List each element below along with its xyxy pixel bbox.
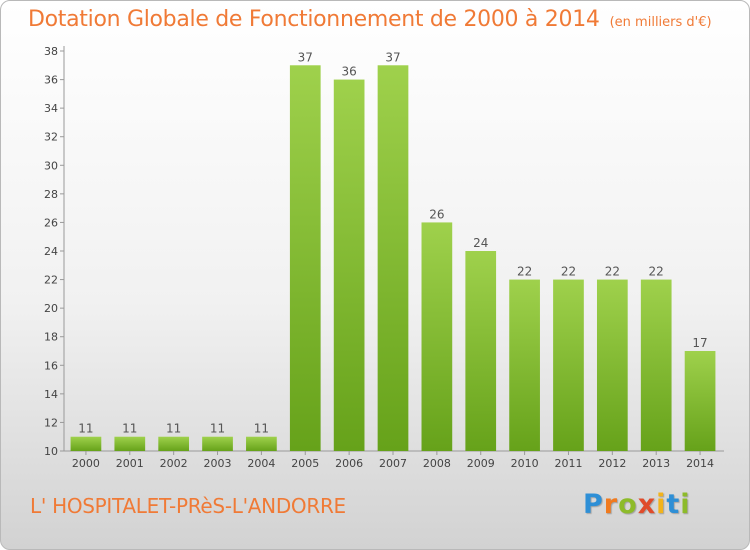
y-tick-label: 10 (44, 445, 58, 458)
x-tick-label: 2011 (554, 457, 582, 470)
y-axis: 10 12 14 16 18 20 22 24 26 28 30 32 34 36 38 (44, 45, 65, 458)
logo-letter: i (656, 489, 667, 520)
data-label: 24 (473, 236, 488, 250)
x-tick-label: 2004 (247, 457, 275, 470)
bar (509, 279, 540, 451)
y-tick-label: 30 (44, 159, 58, 172)
bar (70, 436, 102, 451)
y-tick-label: 12 (44, 416, 58, 429)
bar (465, 251, 497, 451)
y-tick-label: 22 (44, 274, 58, 287)
bar (289, 65, 321, 452)
y-tick-label: 20 (44, 302, 58, 315)
x-tick-label: 2006 (335, 457, 363, 470)
bars (70, 65, 716, 452)
logo-letter: P (583, 489, 604, 520)
y-tick-label: 34 (44, 102, 58, 115)
bar (684, 351, 716, 451)
logo-letter: r (603, 489, 619, 520)
data-label: 17 (692, 336, 707, 350)
chart-title-text: Dotation Globale de Fonctionnement de 20… (28, 7, 600, 32)
x-tick-label: 2003 (204, 457, 232, 470)
y-tick-label: 36 (44, 74, 58, 87)
x-tick-label: 2008 (423, 457, 451, 470)
y-tick-label: 38 (44, 45, 58, 58)
x-tick-label: 2009 (467, 457, 495, 470)
x-tick-label: 2007 (379, 457, 407, 470)
y-tick-label: 14 (44, 388, 58, 401)
x-tick-label: 2010 (511, 457, 539, 470)
y-tick-label: 28 (44, 188, 58, 201)
data-label: 37 (385, 50, 400, 64)
data-label: 11 (78, 422, 93, 436)
y-tick-label: 18 (44, 331, 58, 344)
x-tick-label: 2001 (116, 457, 144, 470)
data-label: 11 (166, 422, 181, 436)
commune-name: L' HOSPITALET-PRèS-L'ANDORRE (30, 494, 346, 518)
y-tick-label: 16 (44, 359, 58, 372)
x-tick-label: 2000 (72, 457, 100, 470)
logo-letter: i (680, 489, 691, 520)
logo-letter: t (666, 489, 681, 520)
bar (640, 279, 672, 451)
bar (333, 79, 365, 452)
chart-title: Dotation Globale de Fonctionnement de 20… (28, 7, 712, 32)
data-label: 36 (341, 65, 356, 79)
bar (158, 436, 190, 451)
data-label: 22 (517, 265, 532, 279)
proxiti-logo: Proxiti (583, 489, 691, 520)
x-tick-label: 2012 (598, 457, 626, 470)
bar (553, 279, 584, 451)
x-axis: 2000 2001 2002 2003 2004 2005 2006 2007 2008 2009… (64, 450, 724, 470)
y-tick-label: 32 (44, 131, 58, 144)
data-label: 26 (429, 207, 444, 221)
bar (377, 65, 409, 452)
bar (421, 222, 453, 451)
bar (246, 436, 277, 451)
data-label: 37 (298, 50, 313, 64)
data-label: 22 (649, 265, 664, 279)
x-tick-label: 2005 (291, 457, 319, 470)
data-label: 22 (605, 265, 620, 279)
bar (596, 279, 628, 451)
chart-subtitle: (en milliers d'€) (609, 15, 712, 30)
bar (114, 436, 146, 451)
data-label: 11 (122, 422, 137, 436)
x-tick-label: 2014 (686, 457, 714, 470)
y-tick-label: 24 (44, 245, 58, 258)
bar (202, 436, 233, 451)
logo-letter: x (637, 489, 657, 520)
data-label: 11 (210, 422, 225, 436)
x-tick-label: 2002 (160, 457, 188, 470)
data-label: 11 (254, 422, 269, 436)
data-labels: 11 11 11 11 11 37 36 37 26 24 22 22 22 22 17 (78, 50, 707, 435)
x-tick-label: 2013 (642, 457, 670, 470)
data-label: 22 (561, 265, 576, 279)
y-tick-label: 26 (44, 216, 58, 229)
logo-letter: o (618, 489, 638, 520)
